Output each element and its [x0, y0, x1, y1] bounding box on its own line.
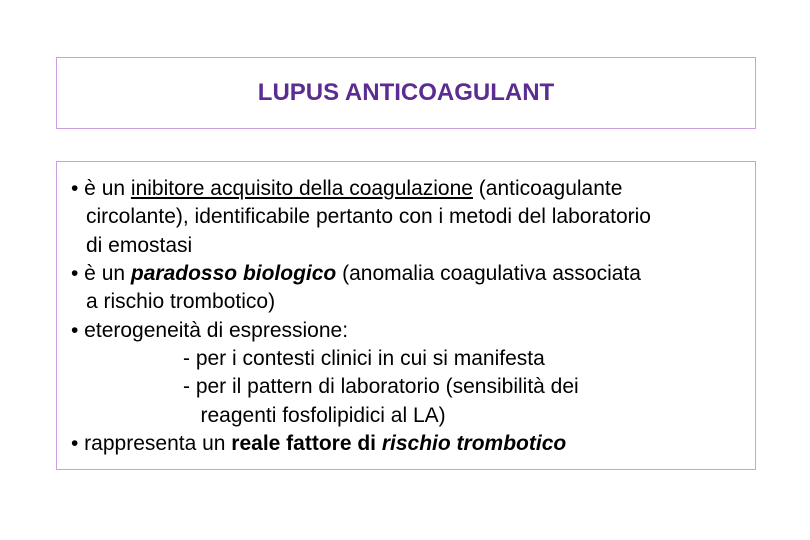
bullet-4-bold: reale fattore di — [231, 432, 382, 455]
bullet-3-sub-1: - per i contesti clinici in cui si manif… — [71, 345, 741, 373]
bullet-3-line-1: • eterogeneità di espressione: — [71, 317, 741, 345]
slide-title: LUPUS ANTICOAGULANT — [258, 79, 554, 107]
bullet-2-rest: (anomalia coagulativa associata — [336, 262, 641, 285]
bullet-4-line-1: • rappresenta un reale fattore di rischi… — [71, 430, 741, 458]
bullet-1-line-1: • è un inibitore acquisito della coagula… — [71, 175, 741, 203]
bullet-1-prefix: • è un — [71, 177, 131, 200]
bullet-2-line-1: • è un paradosso biologico (anomalia coa… — [71, 260, 741, 288]
bullet-1-underlined: inibitore acquisito della coagulazione — [131, 177, 473, 200]
bullet-1-line-2: circolante), identificabile pertanto con… — [71, 203, 741, 231]
bullet-2-line-2: a rischio trombotico) — [71, 288, 741, 316]
bullet-1-rest: (anticoagulante — [473, 177, 622, 200]
bullet-2-bold-italic: paradosso biologico — [131, 262, 336, 285]
bullet-4-bold-italic: rischio trombotico — [382, 432, 566, 455]
bullet-3-sub-2: - per il pattern di laboratorio (sensibi… — [71, 373, 741, 401]
title-container: LUPUS ANTICOAGULANT — [56, 57, 756, 129]
content-container: • è un inibitore acquisito della coagula… — [56, 161, 756, 470]
bullet-3-sub-3: reagenti fosfolipidici al LA) — [71, 402, 741, 430]
bullet-2-prefix: • è un — [71, 262, 131, 285]
bullet-1-line-3: di emostasi — [71, 232, 741, 260]
bullet-4-prefix: • rappresenta un — [71, 432, 231, 455]
